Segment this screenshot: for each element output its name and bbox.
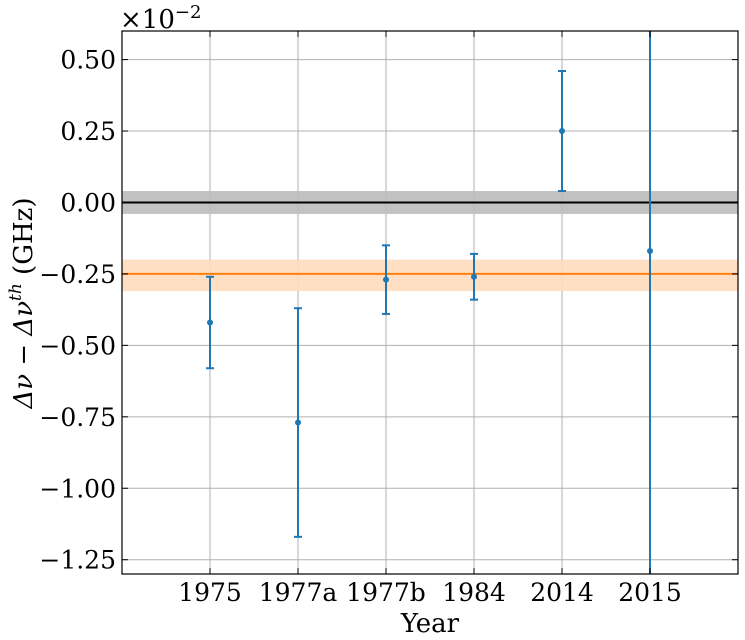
x-tick-label: 2015 [618,578,682,607]
data-series [206,31,653,574]
y-tick-label: −1.00 [39,474,116,503]
plot-frame [121,30,739,575]
data-point [471,273,477,280]
y-axis-label-unit: (GHz) [9,198,39,284]
y-tick-label: −0.25 [39,260,116,289]
reference-bands [122,191,738,292]
y-axis-label-main: Δν − Δν [9,301,39,410]
x-tick-label: 1975 [178,578,242,607]
y-tick-label: 0.25 [60,117,116,146]
x-tick-label: 1977a [259,578,338,607]
x-tick-label: 2014 [530,578,594,607]
y-tick-label: 0.00 [60,188,116,217]
reference-band-fill [122,259,738,292]
y-axis-label-sup: th [6,283,26,301]
data-point [559,128,565,135]
x-axis-label: Year [400,609,460,639]
y-scale-base: ×10 [120,5,175,35]
x-tick-label: 1984 [442,578,506,607]
data-point [647,248,653,255]
data-point [383,276,389,283]
ticks: 0.50 0.25 0.00 −0.25 −0.50 −0.75 −1.00 −1.25 197… [39,31,738,607]
y-scale-exponent: −2 [175,2,202,23]
data-point [295,419,301,426]
y-tick-label: −0.50 [39,331,116,360]
y-tick-label: 0.50 [60,46,116,75]
x-tick-label: 1977b [346,578,426,607]
y-axis-label: Δν − Δνth (GHz) [6,198,39,410]
data-point [207,319,213,326]
y-tick-label: −0.75 [39,403,116,432]
y-tick-label: −1.25 [39,546,116,575]
y-scale-label: ×10−2 [120,2,201,35]
grid [122,31,738,574]
